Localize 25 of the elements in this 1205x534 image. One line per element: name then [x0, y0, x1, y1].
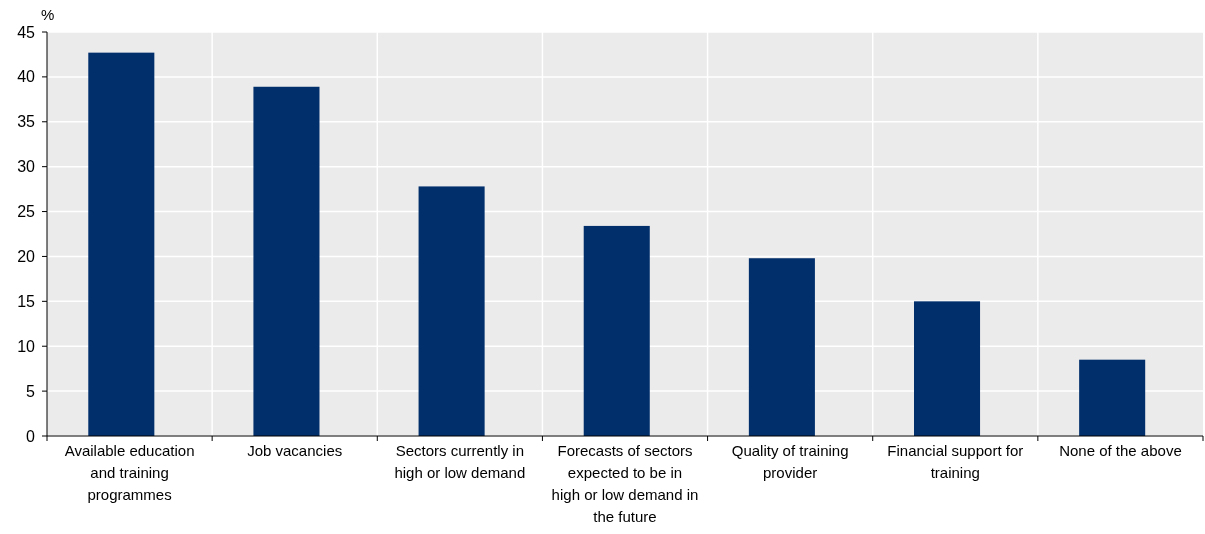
x-tick-label: Forecasts of sectors expected to be in high or low demand in the future: [551, 442, 699, 525]
y-tick-label: 30: [17, 158, 36, 176]
y-axis-title: %: [41, 6, 55, 23]
bar: [914, 301, 981, 436]
y-tick-label: 40: [17, 68, 36, 86]
bar: [253, 86, 320, 436]
bar: [583, 225, 650, 436]
y-tick-label: 10: [17, 337, 36, 355]
x-tick-label: None of the above: [1059, 442, 1182, 459]
y-tick-label: 15: [17, 292, 36, 310]
bar: [748, 258, 815, 436]
y-tick-label: 5: [26, 382, 36, 400]
x-tick-label: Available education and training programmes: [64, 442, 195, 503]
x-tick-label: Sectors currently in high or low demand: [394, 442, 526, 481]
y-tick-label: 25: [17, 203, 36, 221]
y-tick-label: 20: [17, 248, 36, 266]
bar: [88, 52, 155, 436]
x-tick-label: Financial support for training: [887, 442, 1024, 481]
bar: [418, 186, 485, 436]
y-tick-label: 45: [17, 23, 36, 41]
x-tick-label: Quality of training provider: [731, 442, 849, 481]
x-tick-label: Job vacancies: [247, 442, 343, 459]
y-tick-label: 35: [17, 113, 36, 131]
y-tick-label: 0: [26, 427, 36, 445]
bar: [1079, 359, 1146, 436]
